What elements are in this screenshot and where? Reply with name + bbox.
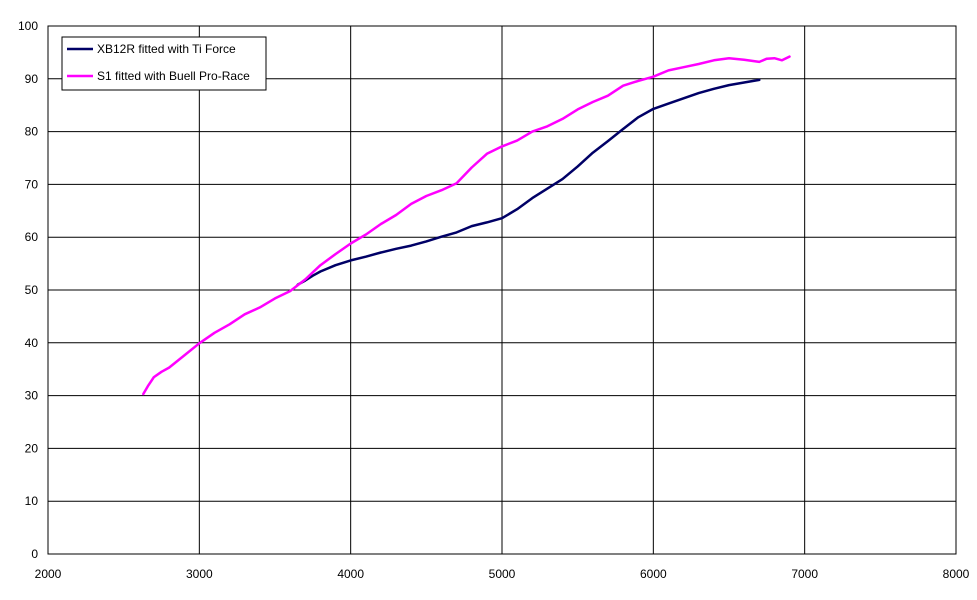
y-tick-label: 80 [25, 125, 39, 139]
tick-labels: 2000 3000 4000 5000 6000 7000 8000 0 10 20 30 40 50 6… [18, 19, 970, 581]
x-tick-label: 4000 [337, 567, 364, 581]
series-layer [142, 55, 791, 396]
legend-label-s1: S1 fitted with Buell Pro-Race [97, 69, 250, 83]
x-tick-label: 5000 [489, 567, 516, 581]
legend-box [61, 36, 267, 91]
y-tick-label: 40 [25, 336, 39, 350]
y-tick-label: 0 [31, 547, 38, 561]
series-line-s1 [142, 55, 791, 396]
y-tick-label: 20 [25, 441, 39, 455]
y-tick-label: 100 [18, 19, 38, 33]
x-tick-label: 7000 [791, 567, 818, 581]
legend: XB12R fitted with Ti Force S1 fitted wit… [61, 36, 267, 91]
y-tick-label: 60 [25, 230, 39, 244]
y-tick-label: 30 [25, 389, 39, 403]
y-tick-label: 50 [25, 283, 39, 297]
x-tick-label: 3000 [186, 567, 213, 581]
y-tick-label: 90 [25, 72, 39, 86]
x-tick-label: 8000 [943, 567, 970, 581]
x-tick-label: 2000 [35, 567, 62, 581]
plot-border [47, 25, 957, 555]
y-tick-label: 10 [25, 494, 39, 508]
series-line-xb12r [296, 78, 761, 286]
y-tick-label: 70 [25, 177, 39, 191]
legend-label-xb12r: XB12R fitted with Ti Force [97, 42, 236, 56]
x-tick-label: 6000 [640, 567, 667, 581]
